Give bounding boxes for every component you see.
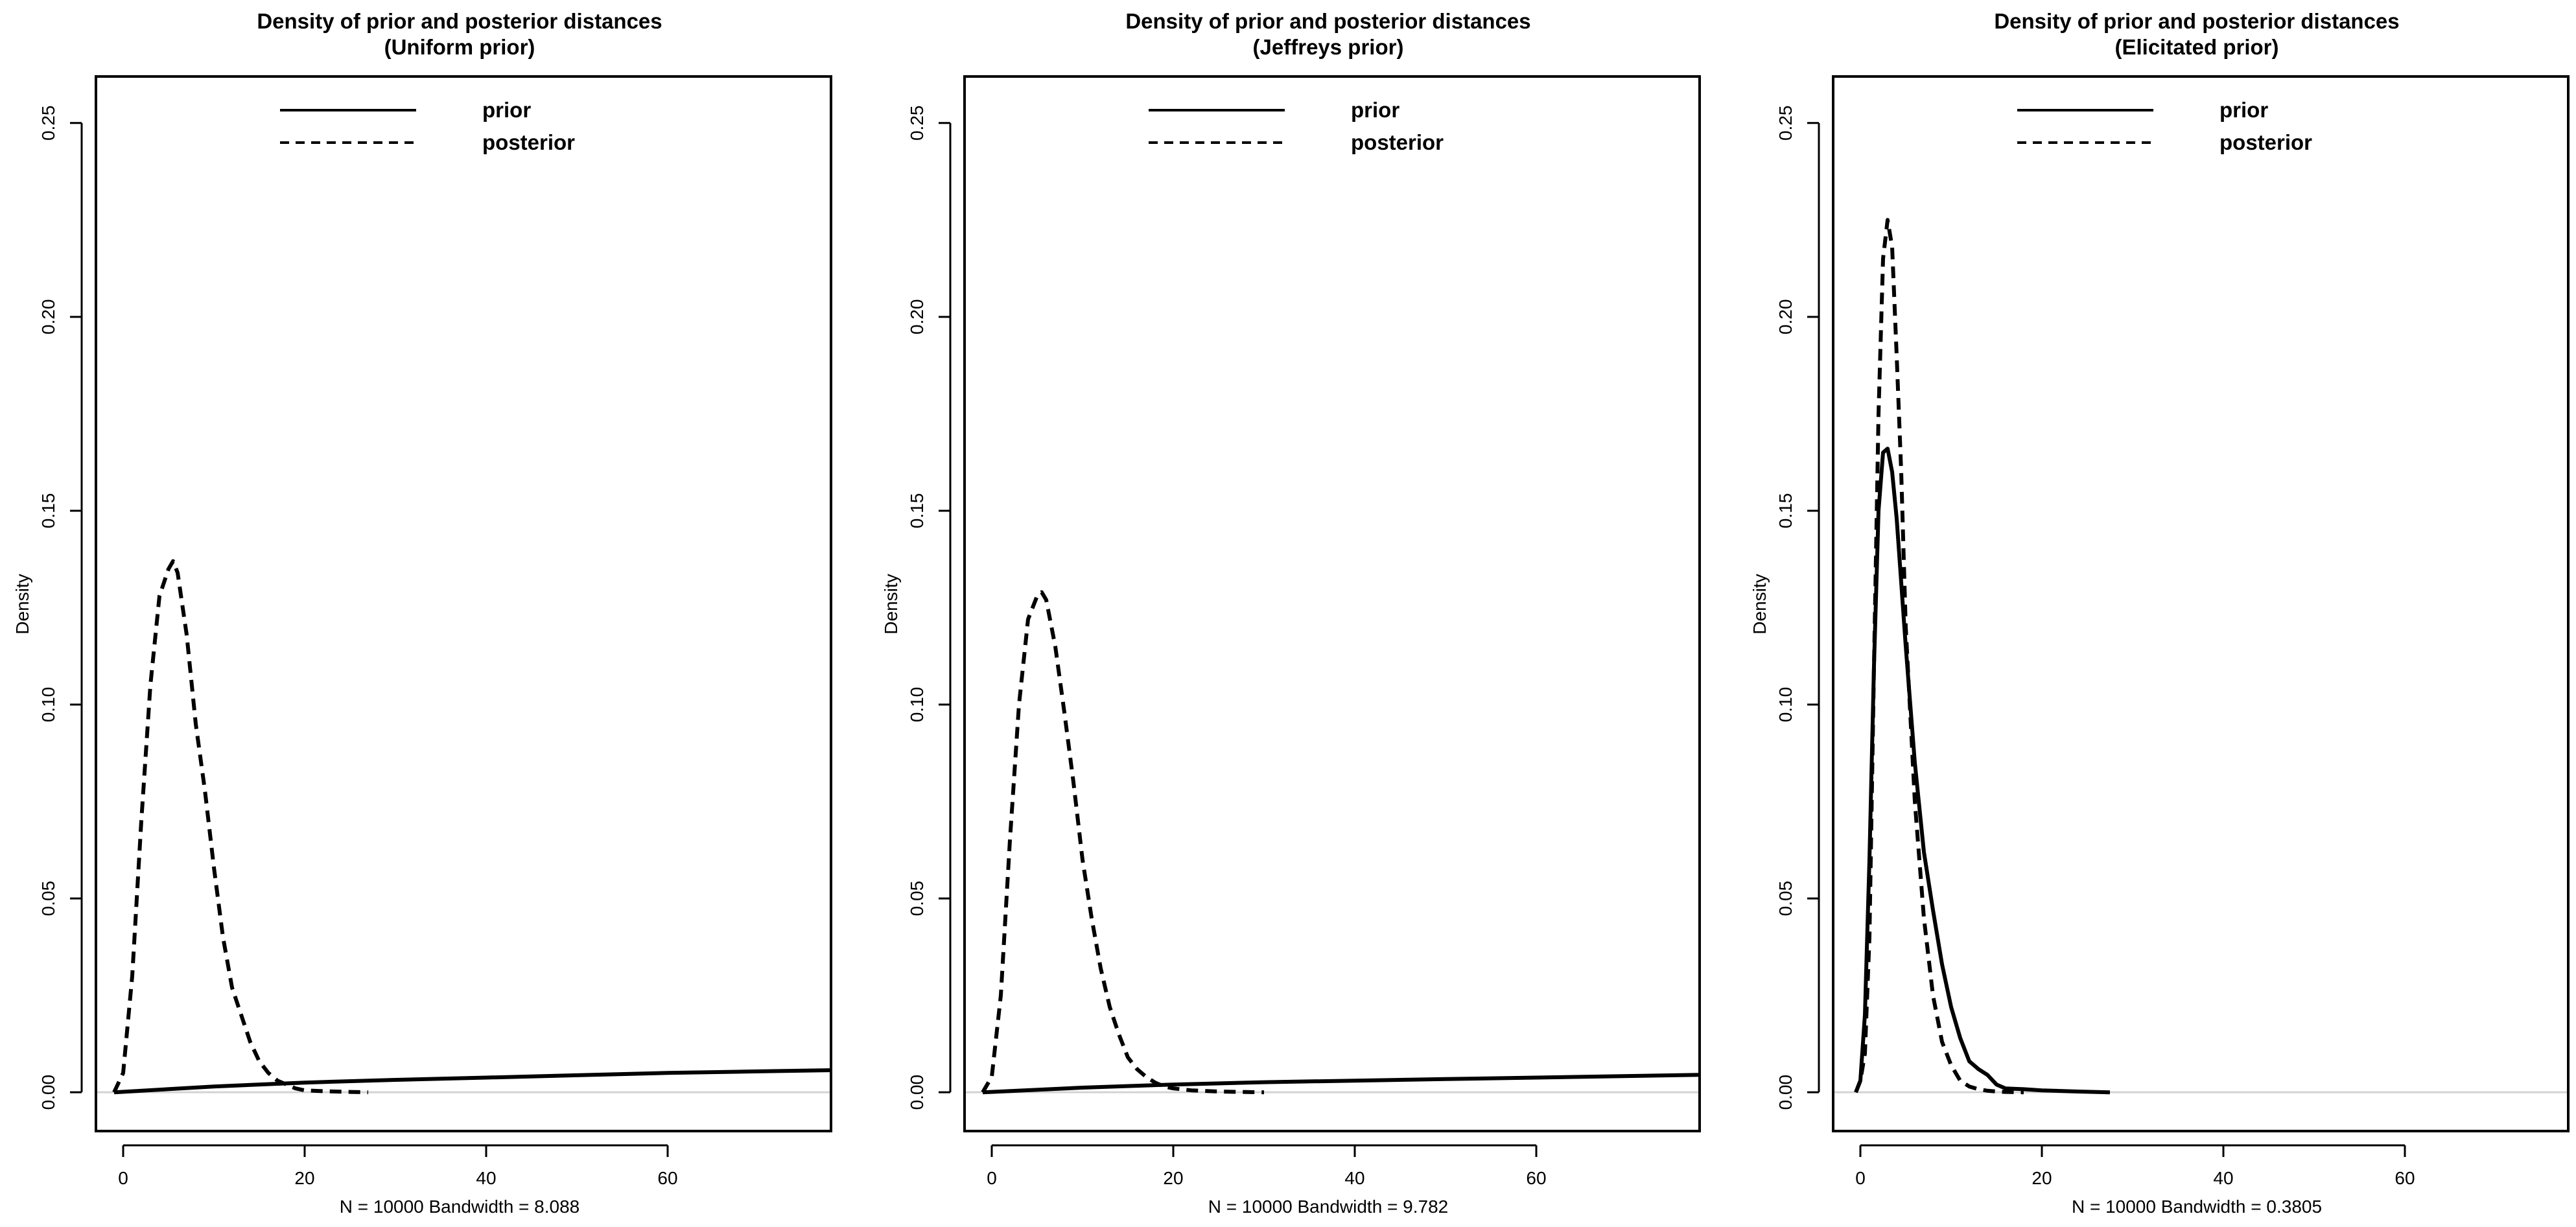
y-tick-label: 0.15 — [1775, 493, 1796, 529]
legend: prior posterior — [2017, 98, 2312, 154]
x-tick-label: 0 — [1855, 1168, 1866, 1188]
y-tick-label: 0.00 — [38, 1075, 58, 1110]
y-axis: 0.00 0.05 0.10 0.15 0.20 0.25 — [1775, 106, 1820, 1110]
x-tick-label: 20 — [2032, 1168, 2052, 1188]
series-line-posterior — [1854, 218, 2024, 1095]
x-axis-label: N = 10000 Bandwidth = 8.088 — [340, 1197, 580, 1217]
x-axis-label: N = 10000 Bandwidth = 9.782 — [1208, 1197, 1449, 1217]
series-line-posterior — [981, 590, 1265, 1095]
x-tick-label: 60 — [657, 1168, 677, 1188]
legend-label-prior: prior — [2219, 98, 2268, 122]
panel-uniform-prior: Density of prior and posterior distances… — [12, 9, 832, 1217]
y-axis-label: Density — [12, 574, 32, 634]
y-tick-label: 0.10 — [38, 687, 58, 723]
x-tick-label: 40 — [1344, 1168, 1364, 1188]
legend-label-prior: prior — [482, 98, 531, 122]
x-axis-label: N = 10000 Bandwidth = 0.3805 — [2072, 1197, 2322, 1217]
legend: prior posterior — [1149, 98, 1444, 154]
y-tick-label: 0.05 — [38, 881, 58, 917]
y-tick-label: 0.25 — [907, 106, 927, 141]
y-tick-label: 0.20 — [1775, 299, 1796, 335]
panel-jeffreys-prior: Density of prior and posterior distances… — [881, 9, 1701, 1217]
y-tick-label: 0.10 — [907, 687, 927, 723]
y-tick-label: 0.20 — [907, 299, 927, 335]
legend: prior posterior — [280, 98, 575, 154]
y-axis-label: Density — [881, 574, 901, 634]
x-axis: 0 20 40 60 — [118, 1144, 678, 1188]
y-tick-label: 0.10 — [1775, 687, 1796, 723]
y-tick-label: 0.00 — [1775, 1075, 1796, 1110]
x-tick-label: 40 — [2213, 1168, 2233, 1188]
panel-elicitated-prior: Density of prior and posterior distances… — [1750, 9, 2570, 1217]
y-tick-label: 0.05 — [1775, 881, 1796, 917]
legend-label-prior: prior — [1351, 98, 1399, 122]
y-tick-label: 0.05 — [907, 881, 927, 917]
series-line-prior — [113, 1068, 831, 1095]
x-tick-label: 60 — [2395, 1168, 2415, 1188]
panel-title: Density of prior and posterior distances — [257, 9, 662, 33]
y-axis: 0.00 0.05 0.10 0.15 0.20 0.25 — [38, 106, 83, 1110]
plot-frame — [95, 75, 832, 1132]
y-tick-label: 0.00 — [907, 1075, 927, 1110]
x-tick-label: 60 — [1526, 1168, 1546, 1188]
legend-label-posterior: posterior — [2219, 130, 2312, 154]
plot-frame — [1832, 75, 2570, 1132]
y-tick-label: 0.20 — [38, 299, 58, 335]
x-tick-label: 0 — [987, 1168, 997, 1188]
y-tick-label: 0.15 — [907, 493, 927, 529]
x-axis: 0 20 40 60 — [1855, 1144, 2415, 1188]
legend-label-posterior: posterior — [1351, 130, 1444, 154]
plot-frame — [963, 75, 1701, 1132]
y-tick-label: 0.25 — [1775, 106, 1796, 141]
panel-subtitle: (Elicitated prior) — [2114, 35, 2278, 59]
x-tick-label: 20 — [294, 1168, 314, 1188]
panel-subtitle: (Jeffreys prior) — [1253, 35, 1404, 59]
x-axis: 0 20 40 60 — [987, 1144, 1547, 1188]
panel-subtitle: (Uniform prior) — [384, 35, 535, 59]
panel-title: Density of prior and posterior distances — [1994, 9, 2399, 33]
y-axis-label: Density — [1750, 574, 1770, 634]
y-axis: 0.00 0.05 0.10 0.15 0.20 0.25 — [907, 106, 952, 1110]
y-tick-label: 0.15 — [38, 493, 58, 529]
panel-title: Density of prior and posterior distances — [1125, 9, 1530, 33]
series-line-posterior — [112, 559, 369, 1095]
legend-label-posterior: posterior — [482, 130, 575, 154]
y-tick-label: 0.25 — [38, 106, 58, 141]
x-tick-label: 20 — [1163, 1168, 1183, 1188]
x-tick-label: 0 — [118, 1168, 128, 1188]
x-tick-label: 40 — [476, 1168, 496, 1188]
series-line-prior — [982, 1073, 1700, 1095]
